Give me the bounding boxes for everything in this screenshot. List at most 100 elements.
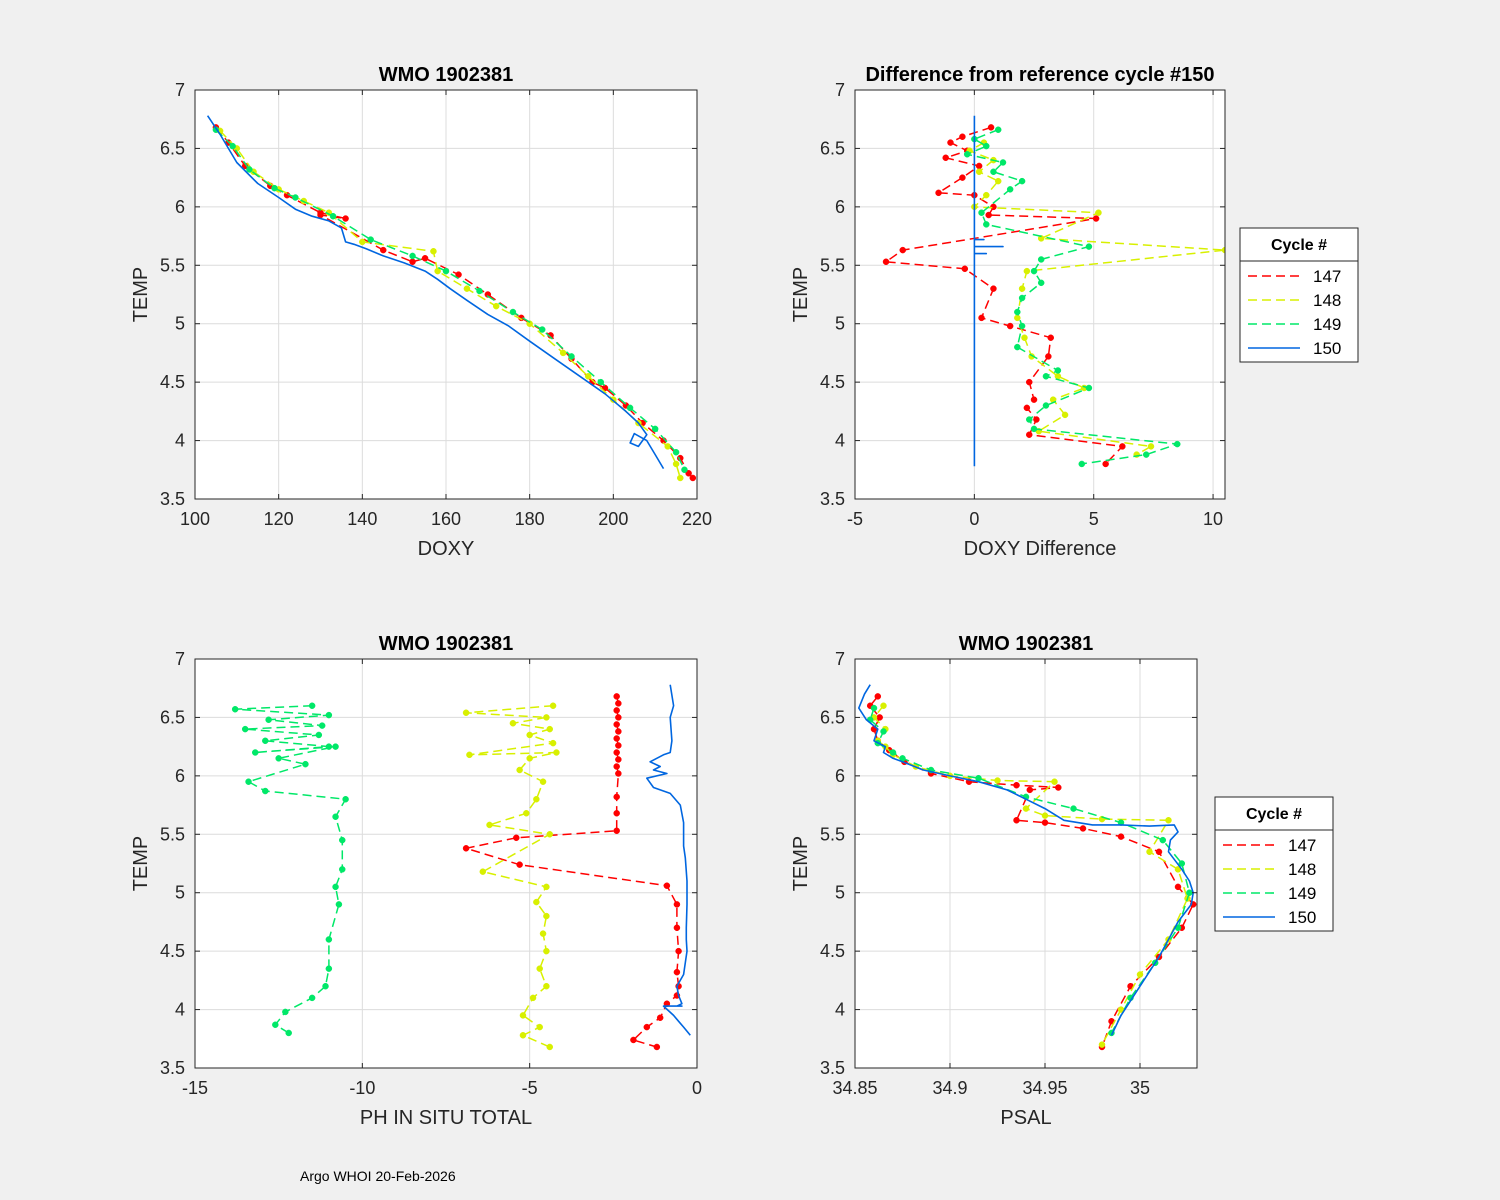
data-point-148 bbox=[543, 714, 550, 721]
y-tick-label: 3.5 bbox=[820, 489, 845, 509]
data-point-148 bbox=[1061, 411, 1069, 419]
data-point-147 bbox=[1013, 781, 1020, 789]
data-point-149 bbox=[251, 749, 259, 756]
data-point-147 bbox=[959, 174, 966, 181]
y-tick-label: 7 bbox=[835, 649, 845, 669]
data-point-147 bbox=[689, 474, 697, 482]
data-point-147 bbox=[1119, 443, 1126, 450]
data-point-147 bbox=[874, 693, 882, 700]
x-tick-label: 0 bbox=[969, 509, 979, 529]
y-tick-label: 6 bbox=[175, 197, 185, 217]
chart-panel-2: -5 0 5 10 3.5 4 4.5 5 5.5 6 6.5 7 Difference from re… bbox=[790, 64, 1359, 560]
y-tick-label: 4.5 bbox=[160, 372, 185, 392]
y-tick-label: 4.5 bbox=[160, 941, 185, 961]
data-point-147 bbox=[947, 139, 954, 146]
data-point-149 bbox=[325, 743, 333, 750]
data-point-147 bbox=[1041, 819, 1049, 826]
x-tick-label: 180 bbox=[515, 509, 545, 529]
data-point-148 bbox=[543, 883, 550, 891]
data-point-148 bbox=[553, 749, 560, 756]
legend-title: Cycle # bbox=[1246, 806, 1302, 823]
y-tick-label: 4.5 bbox=[820, 372, 845, 392]
data-point-149 bbox=[1174, 440, 1181, 448]
data-point-148 bbox=[526, 755, 533, 762]
x-tick-label: 34.95 bbox=[1022, 1078, 1067, 1098]
axes-box bbox=[854, 89, 1226, 500]
y-axis-label: TEMP bbox=[790, 267, 812, 323]
data-point-148 bbox=[1098, 1041, 1106, 1048]
data-point-149 bbox=[1014, 343, 1021, 351]
y-tick-label: 5 bbox=[835, 314, 845, 334]
data-point-147 bbox=[409, 258, 416, 266]
data-point-149 bbox=[332, 883, 339, 891]
data-point-147 bbox=[1092, 215, 1100, 222]
data-point-148 bbox=[536, 1023, 543, 1031]
chart-panel-1: 100 120 140 160 180 200 220 3.5 4 4.5 5 5.5 6 6.5 7 WMO… bbox=[130, 64, 712, 560]
data-point-149 bbox=[367, 236, 374, 243]
data-point-148 bbox=[1021, 334, 1028, 341]
data-point-148 bbox=[559, 349, 567, 357]
data-point-147 bbox=[987, 124, 995, 131]
series-group bbox=[857, 684, 1197, 1051]
series-group bbox=[206, 115, 697, 482]
y-tick-label: 6.5 bbox=[820, 707, 845, 727]
y-tick-label: 4 bbox=[835, 431, 845, 451]
series-line-150 bbox=[645, 684, 691, 1036]
data-point-148 bbox=[975, 168, 983, 176]
data-point-148 bbox=[526, 731, 533, 739]
data-point-148 bbox=[523, 810, 530, 817]
data-point-148 bbox=[533, 898, 540, 906]
data-point-149 bbox=[302, 760, 309, 768]
data-point-149 bbox=[275, 755, 282, 762]
data-point-149 bbox=[1178, 860, 1186, 867]
legend: Cycle # 147 148 149 150 bbox=[1214, 796, 1334, 932]
data-point-149 bbox=[1018, 322, 1026, 330]
data-point-147 bbox=[615, 756, 622, 763]
data-point-147 bbox=[1047, 334, 1054, 341]
data-point-149 bbox=[308, 994, 316, 1002]
x-tick-label: 34.85 bbox=[832, 1078, 877, 1098]
y-tick-label: 6.5 bbox=[820, 138, 845, 158]
data-point-147 bbox=[342, 215, 349, 222]
y-tick-label: 6 bbox=[835, 197, 845, 217]
data-point-149 bbox=[990, 168, 997, 176]
data-point-149 bbox=[409, 252, 416, 260]
data-point-149 bbox=[1085, 384, 1093, 392]
legend-label-150: 150 bbox=[1288, 908, 1316, 927]
y-tick-label: 7 bbox=[835, 80, 845, 100]
y-tick-label: 6.5 bbox=[160, 138, 185, 158]
data-point-148 bbox=[492, 302, 500, 310]
data-point-149 bbox=[975, 774, 982, 782]
data-point-148 bbox=[536, 965, 543, 972]
data-point-148 bbox=[1054, 373, 1062, 380]
chart-panel-4: 34.85 34.9 34.95 35 3.5 4 4.5 5 5.5 6 6.5 7 WMO 1902… bbox=[790, 633, 1334, 1129]
data-point-149 bbox=[231, 705, 239, 713]
data-point-147 bbox=[1055, 784, 1062, 791]
y-tick-label: 3.5 bbox=[820, 1058, 845, 1078]
data-point-149 bbox=[870, 704, 878, 712]
data-point-147 bbox=[455, 271, 462, 278]
x-tick-label: 160 bbox=[431, 509, 461, 529]
data-point-148 bbox=[994, 777, 1001, 784]
data-point-149 bbox=[245, 778, 252, 785]
data-point-149 bbox=[1042, 402, 1050, 409]
ticks: 100 120 140 160 180 200 220 3.5 4 4.5 5 5.5 6 6.5 7 bbox=[160, 80, 712, 529]
data-point-147 bbox=[1013, 817, 1020, 824]
data-point-147 bbox=[615, 714, 622, 721]
data-point-149 bbox=[229, 142, 236, 150]
y-tick-label: 5.5 bbox=[820, 255, 845, 275]
y-tick-label: 5 bbox=[175, 314, 185, 334]
data-point-147 bbox=[613, 721, 620, 728]
data-point-147 bbox=[673, 968, 681, 976]
data-point-148 bbox=[529, 994, 537, 1002]
data-point-149 bbox=[1018, 294, 1026, 302]
data-point-149 bbox=[318, 722, 326, 729]
data-point-148 bbox=[546, 831, 553, 838]
data-point-149 bbox=[1186, 889, 1193, 896]
data-point-148 bbox=[880, 702, 887, 709]
data-point-147 bbox=[613, 735, 620, 742]
data-point-147 bbox=[421, 255, 429, 262]
data-point-149 bbox=[339, 836, 346, 844]
legend-label-148: 148 bbox=[1313, 291, 1341, 310]
data-point-147 bbox=[1033, 416, 1040, 423]
